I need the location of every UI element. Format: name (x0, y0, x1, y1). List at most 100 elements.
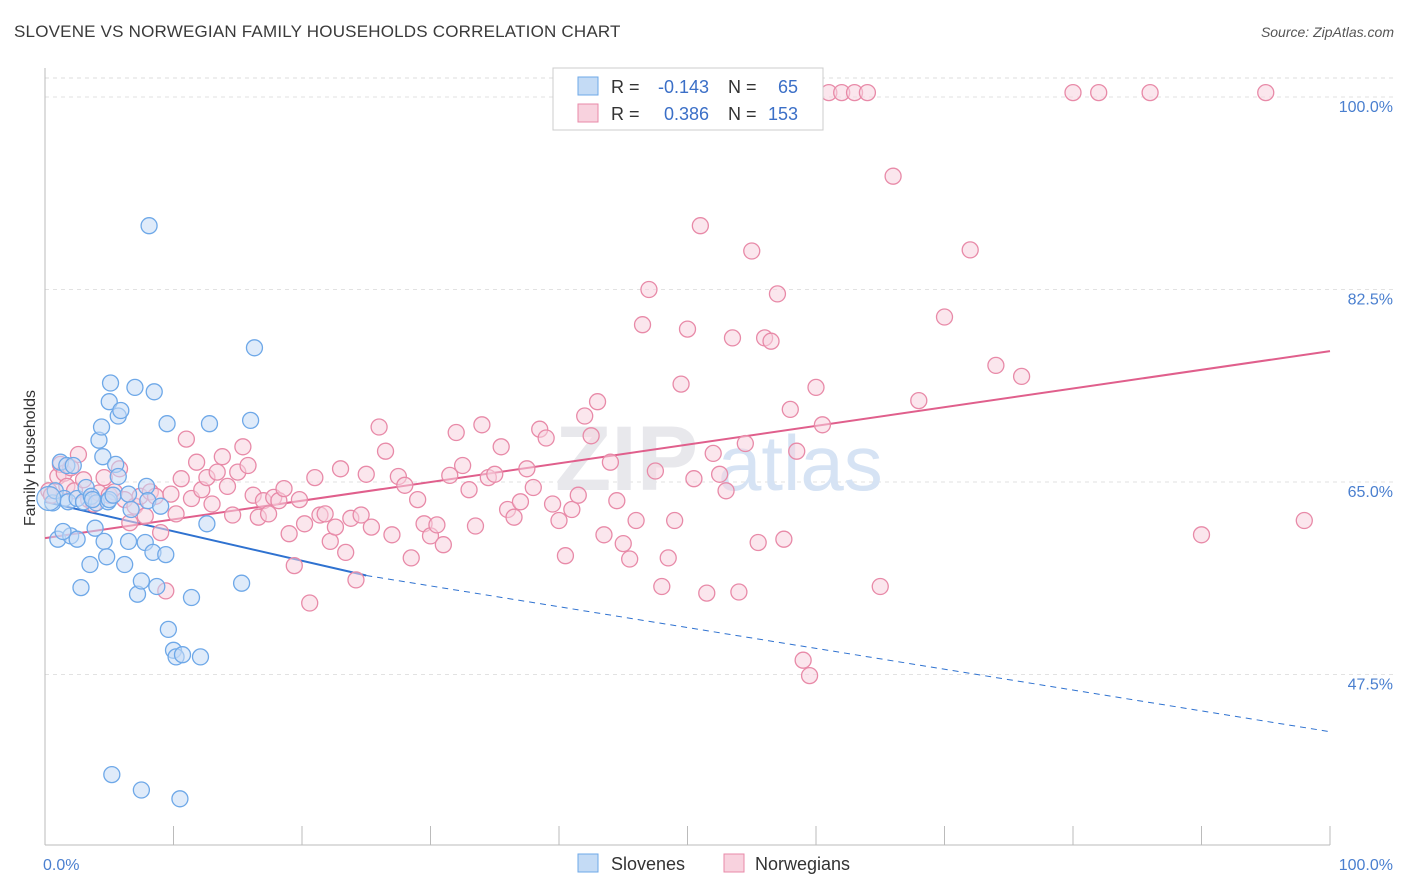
norwegian-point (569, 486, 587, 504)
norwegian-point (1064, 83, 1082, 102)
norwegian-point (505, 508, 523, 526)
norwegian-point (306, 468, 324, 487)
legend-n-value: 153 (768, 104, 798, 124)
slovene-point (140, 217, 158, 235)
norwegian-point (402, 549, 420, 567)
slovene-point (64, 456, 82, 475)
norwegian-point (704, 444, 722, 463)
slovene-point (245, 339, 264, 357)
legend-r-label: R = (611, 77, 640, 97)
norwegian-point (518, 460, 536, 478)
slovene-point (200, 415, 219, 433)
norwegian-point (187, 453, 206, 471)
norwegian-point (717, 482, 735, 500)
norwegian-point (362, 518, 381, 536)
bottom-legend-label-slovenes: Slovenes (611, 854, 685, 874)
norwegian-point (800, 666, 819, 685)
norwegian-point (788, 442, 806, 460)
bottom-legend: Slovenes Norwegians (577, 853, 850, 874)
slovene-point (68, 530, 86, 548)
slovene-point (151, 497, 170, 515)
norwegian-point (1012, 367, 1031, 386)
norwegian-point (326, 518, 345, 536)
norwegian-point (1295, 511, 1313, 530)
norwegian-point (295, 515, 314, 533)
slovene-point (94, 448, 112, 466)
slovene-point (81, 555, 99, 574)
norwegian-point (595, 526, 613, 544)
norwegian-point (550, 511, 568, 530)
norwegian-point (736, 434, 754, 453)
norwegian-point (428, 516, 446, 534)
slovene-point (119, 532, 138, 551)
norwegian-point (537, 429, 555, 447)
norwegian-point (524, 478, 542, 497)
norwegian-point (337, 543, 355, 562)
slovene-trend-line (44, 500, 367, 577)
norwegian-point (576, 407, 594, 425)
y-tick-label: 100.0% (1339, 99, 1393, 116)
slovene-point (171, 790, 189, 808)
norwegian-point (961, 241, 979, 259)
slovene-point (148, 577, 166, 596)
slovene-point (158, 415, 176, 433)
norwegian-point (316, 505, 334, 523)
norwegian-point (987, 356, 1005, 375)
y-axis-label: Family Households (22, 390, 39, 526)
norwegian-point (807, 378, 825, 397)
norwegian-point (285, 556, 303, 575)
norwegian-point (370, 418, 388, 436)
slovene-point (95, 532, 113, 551)
norwegian-point (167, 505, 185, 523)
source-note: Source: ZipAtlas.com (1260, 24, 1394, 40)
norwegian-point (434, 536, 453, 554)
norwegian-point (511, 493, 530, 511)
norwegian-point (794, 651, 812, 669)
legend-swatch-norwegians (577, 103, 599, 123)
legend-n-label: N = (728, 77, 757, 97)
slovene-point (132, 572, 151, 590)
norwegian-point (543, 495, 562, 513)
norwegian-point (563, 500, 581, 519)
slovene-point (191, 648, 210, 666)
slovene-point (98, 548, 116, 566)
norwegian-point (383, 526, 401, 544)
norwegian-point (280, 525, 298, 543)
slovene-point (109, 467, 127, 486)
y-tick-label: 82.5% (1348, 292, 1393, 309)
norwegian-point (556, 547, 575, 565)
norwegian-point (376, 442, 395, 460)
norwegian-point (162, 485, 180, 503)
norwegian-point (768, 285, 787, 303)
legend-r-value: -0.143 (658, 77, 709, 97)
data-points (36, 83, 1313, 808)
chart-title: SLOVENE VS NORWEGIAN FAMILY HOUSEHOLDS C… (14, 22, 621, 41)
slovene-point (100, 393, 118, 411)
legend-box: R = -0.143 N = 65 R = 0.386 N = 153 (552, 67, 824, 131)
norwegian-point (608, 492, 626, 510)
slovene-point (101, 374, 120, 392)
slovene-point (122, 500, 140, 519)
norwegian-point (723, 329, 742, 347)
norwegian-point (460, 481, 478, 499)
norwegian-point (357, 465, 375, 483)
norwegian-point (646, 462, 665, 480)
norwegian-point (275, 479, 293, 498)
legend-n-label: N = (728, 104, 757, 124)
norwegian-point (910, 391, 928, 410)
norwegian-point (1090, 83, 1108, 102)
norwegian-point (781, 400, 799, 419)
slovene-point (83, 490, 102, 509)
norwegian-point (1192, 526, 1211, 544)
norwegian-point (633, 316, 652, 334)
slovene-point (232, 574, 251, 592)
norwegian-point (290, 490, 309, 509)
norwegian-point (352, 506, 370, 524)
slovene-point (157, 545, 175, 564)
norwegian-point (453, 456, 472, 475)
slovene-point (72, 578, 90, 597)
slovene-point (54, 522, 72, 541)
norwegian-point (408, 490, 427, 509)
norwegian-point (203, 495, 221, 513)
